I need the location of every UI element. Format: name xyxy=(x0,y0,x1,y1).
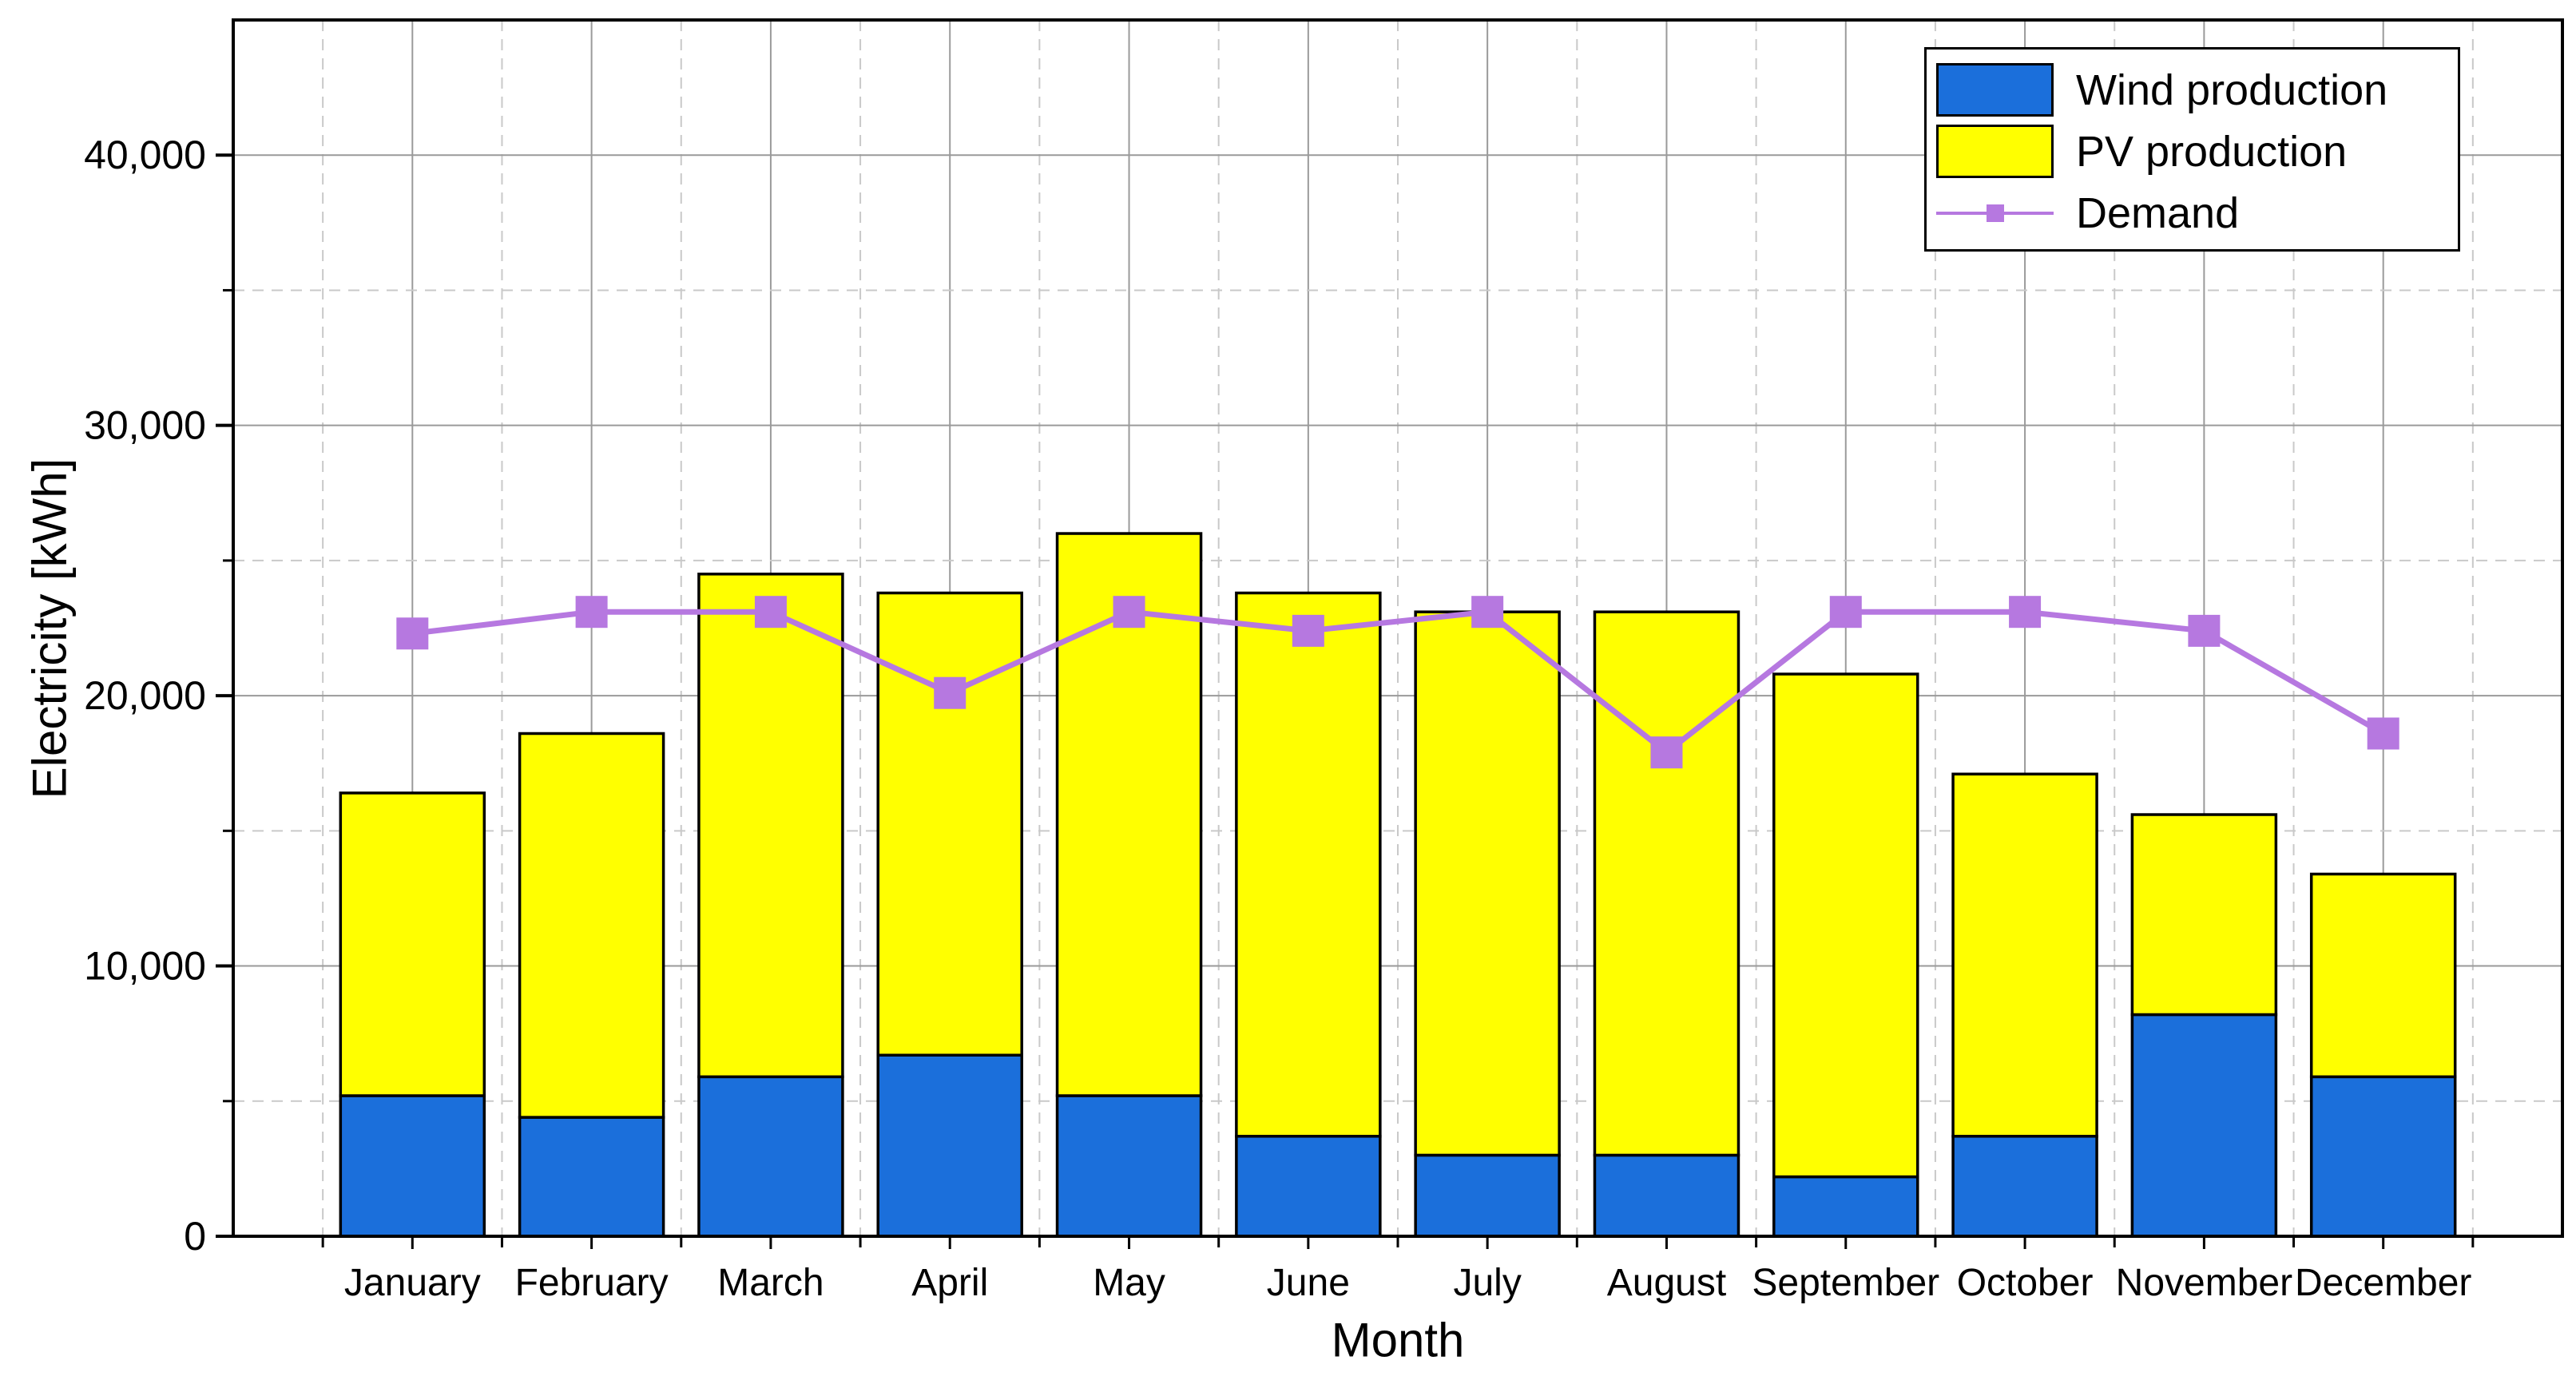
bar-pv xyxy=(1414,610,1561,1157)
demand-marker-icon xyxy=(1986,204,2004,222)
bar-wind xyxy=(1414,1153,1561,1238)
demand-point xyxy=(2188,614,2221,647)
y-tick-label: 30,000 xyxy=(84,403,206,448)
bar-pv xyxy=(1772,672,1919,1179)
demand-point xyxy=(396,617,429,650)
legend: Wind production PV production Demand xyxy=(1924,47,2460,252)
demand-point xyxy=(2367,717,2399,750)
x-tick-label: September xyxy=(1752,1262,1939,1304)
demand-line xyxy=(411,609,2385,756)
bar-wind xyxy=(2130,1013,2278,1238)
y-tick-label: 40,000 xyxy=(84,133,206,177)
x-tick-label: April xyxy=(911,1262,988,1304)
bar-pv xyxy=(1235,591,1382,1138)
x-tick-label: October xyxy=(1957,1262,2094,1304)
demand-point xyxy=(1471,596,1504,629)
bar-pv xyxy=(876,591,1023,1057)
demand-point xyxy=(2009,596,2042,629)
legend-label-wind: Wind production xyxy=(2076,65,2388,114)
y-tick-label: 0 xyxy=(184,1214,206,1259)
x-tick-label: May xyxy=(1093,1262,1165,1304)
y-tick-label: 10,000 xyxy=(84,944,206,989)
x-axis-title: Month xyxy=(1331,1313,1465,1367)
pv-swatch-icon xyxy=(1936,125,2054,178)
bar-wind xyxy=(518,1116,665,1238)
demand-point xyxy=(575,596,608,629)
x-tick-label: March xyxy=(717,1262,824,1304)
demand-point xyxy=(1650,736,1683,769)
x-tick-label: February xyxy=(515,1262,669,1304)
bar-wind xyxy=(1235,1135,1382,1238)
bar-pv xyxy=(697,573,844,1079)
bar-wind xyxy=(1951,1135,2098,1238)
demand-line-sample-icon xyxy=(1936,186,2054,240)
demand-point xyxy=(1829,596,1862,629)
bar-wind xyxy=(876,1053,1023,1238)
bar-pv xyxy=(2130,813,2278,1017)
bar-wind xyxy=(2309,1075,2457,1238)
bar-pv xyxy=(1951,772,2098,1138)
demand-point xyxy=(1113,596,1145,629)
x-tick-label: August xyxy=(1607,1262,1726,1304)
x-tick-label: December xyxy=(2295,1262,2471,1304)
bar-wind xyxy=(697,1075,844,1238)
x-tick-label: July xyxy=(1453,1262,1521,1304)
x-tick-label: November xyxy=(2116,1262,2292,1304)
bar-wind xyxy=(1593,1153,1740,1238)
x-tick-label: January xyxy=(344,1262,481,1304)
bar-pv xyxy=(2309,872,2457,1079)
bar-pv xyxy=(518,732,665,1119)
legend-item-wind: Wind production xyxy=(1936,59,2458,121)
legend-item-pv: PV production xyxy=(1936,121,2458,182)
demand-point xyxy=(934,676,966,709)
x-tick-label: June xyxy=(1267,1262,1350,1304)
demand-point xyxy=(754,596,787,629)
legend-item-demand: Demand xyxy=(1936,182,2458,244)
y-axis-title: Electricity [kWh] xyxy=(22,458,77,799)
demand-point xyxy=(1292,614,1324,647)
bar-pv xyxy=(339,791,486,1097)
legend-label-demand: Demand xyxy=(2076,188,2240,237)
y-tick-label: 20,000 xyxy=(84,673,206,718)
bar-wind xyxy=(1772,1175,1919,1238)
bar-wind xyxy=(1055,1094,1203,1238)
legend-label-pv: PV production xyxy=(2076,127,2348,176)
bar-wind xyxy=(339,1094,486,1238)
wind-swatch-icon xyxy=(1936,63,2054,117)
bar-pv xyxy=(1593,610,1740,1157)
